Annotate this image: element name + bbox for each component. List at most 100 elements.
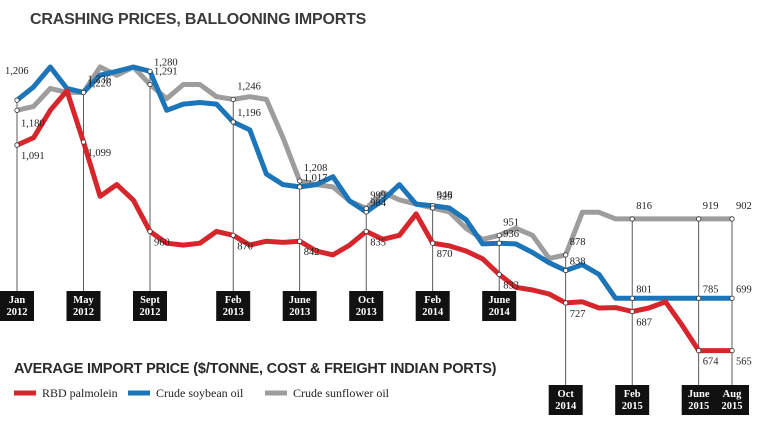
date-tick-label: June [289, 295, 311, 306]
value-dot [563, 300, 569, 306]
series-line-palmolein [14, 88, 735, 354]
value-dot [696, 295, 702, 301]
legend-label-soybean: Crude soybean oil [156, 386, 244, 400]
value-dot [147, 81, 153, 88]
date-tick-label: 2012 [140, 307, 161, 318]
value-dot [80, 139, 87, 145]
leader-lines [16, 71, 733, 385]
value-label-sunflower: 1,246 [237, 81, 261, 92]
value-label-soybean: 929 [437, 192, 453, 203]
value-dot [496, 232, 502, 238]
value-dot [430, 240, 436, 246]
value-label-palmolein: 1,099 [88, 148, 112, 159]
value-label-soybean: 1,017 [304, 173, 328, 184]
value-label-palmolein: 565 [736, 357, 752, 368]
value-dot [297, 178, 303, 184]
value-dot [80, 89, 87, 96]
date-ticks: Jan2012May2012Sept2012Feb2013June2013Oct… [0, 291, 749, 415]
date-tick-label: 2014 [422, 307, 444, 318]
chart-title: CRASHING PRICES, BALLOONING IMPORTS [30, 11, 367, 28]
date-tick-label: Feb [424, 295, 441, 306]
legend: RBD palmolein Crude soybean oil Crude sunf… [14, 386, 390, 400]
date-tick-box [349, 291, 384, 321]
date-tick-label: 2015 [722, 401, 743, 412]
value-dot [297, 238, 303, 244]
date-tick-label: 2012 [73, 307, 94, 318]
value-dot [729, 216, 735, 222]
value-label-palmolein: 674 [703, 357, 720, 368]
date-tick-label: 2014 [489, 307, 511, 318]
date-tick-label: Sept [140, 295, 160, 306]
date-tick-box [415, 291, 450, 321]
chart-subtitle: AVERAGE IMPORT PRICE ($/TONNE, COST & FR… [14, 361, 497, 377]
value-label-palmolein: 835 [370, 237, 386, 248]
value-label-sunflower: 1,208 [304, 163, 328, 174]
value-dot [629, 216, 635, 222]
value-label-soybean: 1,206 [5, 66, 29, 77]
date-tick-box [66, 291, 101, 321]
value-dot [629, 308, 635, 315]
value-dot [496, 271, 502, 277]
date-tick-label: 2013 [289, 307, 310, 318]
value-dot [147, 68, 153, 74]
value-dot [297, 184, 303, 190]
date-tick-box [216, 291, 251, 321]
date-tick-box [615, 385, 650, 415]
value-label-sunflower: 999 [370, 190, 386, 201]
value-dot [14, 97, 20, 103]
value-label-palmolein: 833 [503, 280, 519, 291]
value-label-palmolein: 870 [437, 249, 453, 260]
value-label-palmolein: 1,091 [21, 151, 45, 162]
value-dot [147, 228, 153, 234]
value-label-sunflower: 902 [736, 201, 752, 212]
value-dot [629, 295, 635, 301]
leader-dots [14, 68, 735, 354]
value-label-sunflower: 948 [437, 190, 453, 201]
date-tick-label: 2014 [555, 401, 577, 412]
value-dot [14, 142, 20, 148]
value-label-soybean: 936 [503, 229, 519, 240]
value-dot [563, 267, 569, 274]
value-label-palmolein: 842 [304, 247, 320, 258]
date-tick-box [133, 291, 167, 321]
date-tick-box [482, 291, 517, 321]
value-label-soybean: 1,226 [88, 78, 112, 89]
value-label-palmolein: 727 [570, 309, 586, 320]
series-line-soybean [14, 64, 735, 301]
value-dot [230, 232, 236, 238]
date-tick-label: Jan [9, 295, 26, 306]
value-label-sunflower: 878 [570, 237, 586, 248]
value-label-palmolein: 687 [636, 318, 652, 329]
value-dot [363, 205, 369, 211]
value-label-sunflower: 1,180 [21, 118, 45, 129]
value-dot [230, 96, 236, 103]
date-tick-label: Aug [723, 389, 742, 400]
value-dot [696, 347, 702, 354]
value-dot [363, 228, 369, 234]
value-dot [230, 119, 236, 125]
date-tick-label: 2015 [622, 401, 643, 412]
value-dot [729, 295, 735, 301]
value-labels: 1,0911,2061,1801,0991,2261,2369601,2801,… [5, 57, 752, 367]
value-label-sunflower: 1,291 [154, 67, 178, 78]
date-tick-box [715, 385, 749, 415]
value-dot [696, 216, 702, 222]
value-label-soybean: 801 [636, 284, 652, 295]
value-label-soybean: 984 [370, 198, 387, 209]
date-tick-label: 2013 [223, 307, 244, 318]
date-tick-label: 2015 [688, 401, 709, 412]
date-tick-box [681, 385, 716, 415]
value-dot [430, 205, 436, 211]
date-tick-label: 2013 [356, 307, 377, 318]
date-tick-box [548, 385, 583, 415]
legend-label-palmolein: RBD palmolein [42, 386, 118, 400]
date-tick-label: Feb [225, 295, 242, 306]
date-tick-label: Oct [358, 295, 375, 306]
value-dot [729, 347, 735, 354]
date-tick-label: June [488, 295, 510, 306]
value-dot [496, 240, 502, 246]
date-tick-label: June [688, 389, 710, 400]
date-tick-box [0, 291, 34, 321]
date-tick-label: May [73, 295, 94, 306]
